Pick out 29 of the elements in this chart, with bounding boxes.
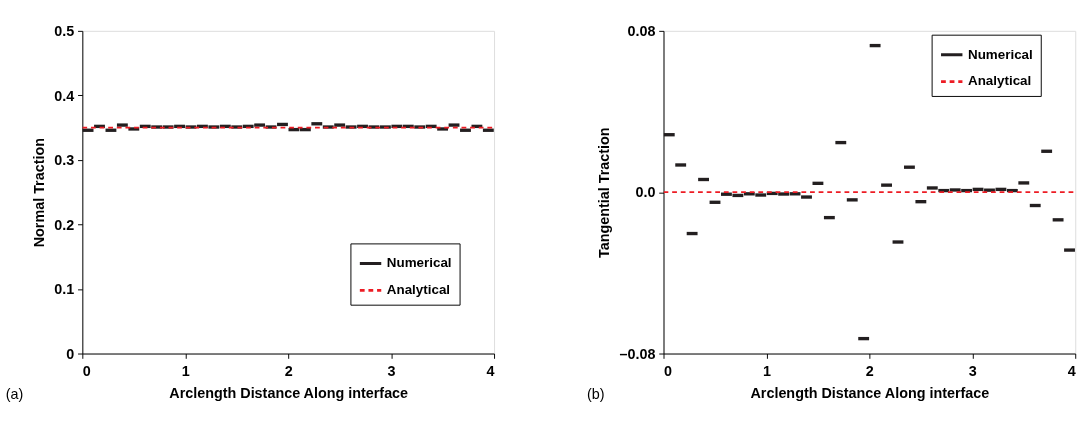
y-axis-title: Normal Traction xyxy=(30,138,47,248)
text: (a) xyxy=(5,385,24,402)
legend-label: Analytical xyxy=(968,73,1032,89)
y-tick-label: 0.1 xyxy=(54,281,75,298)
legend-label: Numerical xyxy=(386,255,452,271)
y-tick-label: –0.08 xyxy=(619,345,656,362)
x-tick-label: 4 xyxy=(1067,363,1076,380)
legend-label: Numerical xyxy=(968,46,1033,62)
x-tick-label: 3 xyxy=(387,363,396,380)
x-axis-title: Arclength Distance Along interface xyxy=(750,385,990,402)
y-axis-title: Tangential Traction xyxy=(595,127,612,258)
x-tick-label: 2 xyxy=(284,363,293,380)
y-tick-label: 0 xyxy=(66,345,75,362)
y-tick-label: 0.08 xyxy=(627,23,656,40)
x-tick-label: 3 xyxy=(968,363,977,380)
y-tick-label: 0.2 xyxy=(54,216,75,233)
x-tick-label: 2 xyxy=(865,363,874,380)
x-tick-label: 1 xyxy=(181,363,190,380)
y-tick-label: 0.4 xyxy=(54,87,75,104)
x-tick-label: 0 xyxy=(82,363,91,380)
x-tick-label: 0 xyxy=(664,363,673,380)
x-tick-label: 1 xyxy=(762,363,771,380)
text: (b) xyxy=(586,385,605,402)
y-tick-label: 0.0 xyxy=(635,184,656,201)
x-tick-label: 4 xyxy=(486,363,495,380)
y-tick-label: 0.3 xyxy=(54,152,75,169)
legend-label: Analytical xyxy=(386,282,451,298)
x-axis-title: Arclength Distance Along interface xyxy=(169,385,409,402)
y-tick-label: 0.5 xyxy=(54,23,75,40)
